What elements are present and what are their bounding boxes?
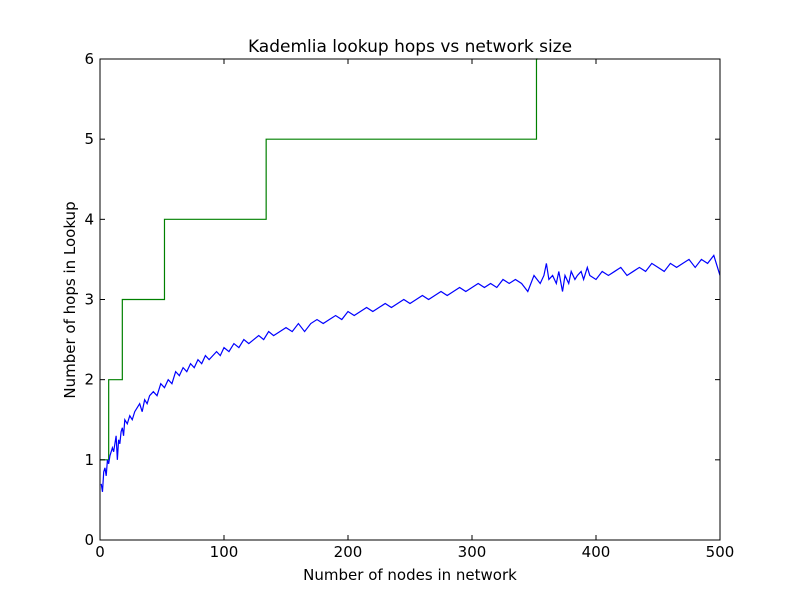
x-tick-label: 400 — [582, 543, 611, 561]
y-tick-label: 4 — [84, 210, 94, 228]
chart-title: Kademlia lookup hops vs network size — [248, 37, 572, 57]
y-tick-label: 5 — [84, 130, 94, 148]
y-axis-label: Number of hops in Lookup — [61, 201, 79, 398]
y-tick-label: 3 — [84, 291, 94, 309]
plot-frame — [99, 58, 721, 541]
y-tick-label: 0 — [84, 531, 94, 549]
series-line-1 — [100, 254, 721, 492]
y-tick-label: 2 — [84, 371, 94, 389]
x-tick-label: 100 — [210, 543, 239, 561]
y-tick-label: 6 — [84, 50, 94, 68]
x-tick-label: 0 — [95, 543, 105, 561]
plot-area — [100, 58, 721, 492]
series-line-0 — [100, 58, 538, 461]
y-tick-label: 1 — [84, 451, 94, 469]
axis-ticks: 0 100 200 300 400 500 0 1 2 3 4 5 6 — [84, 50, 734, 561]
x-axis-label: Number of nodes in network — [303, 566, 517, 584]
x-tick-label: 300 — [458, 543, 487, 561]
x-tick-label: 200 — [334, 543, 363, 561]
x-tick-label: 500 — [706, 543, 735, 561]
